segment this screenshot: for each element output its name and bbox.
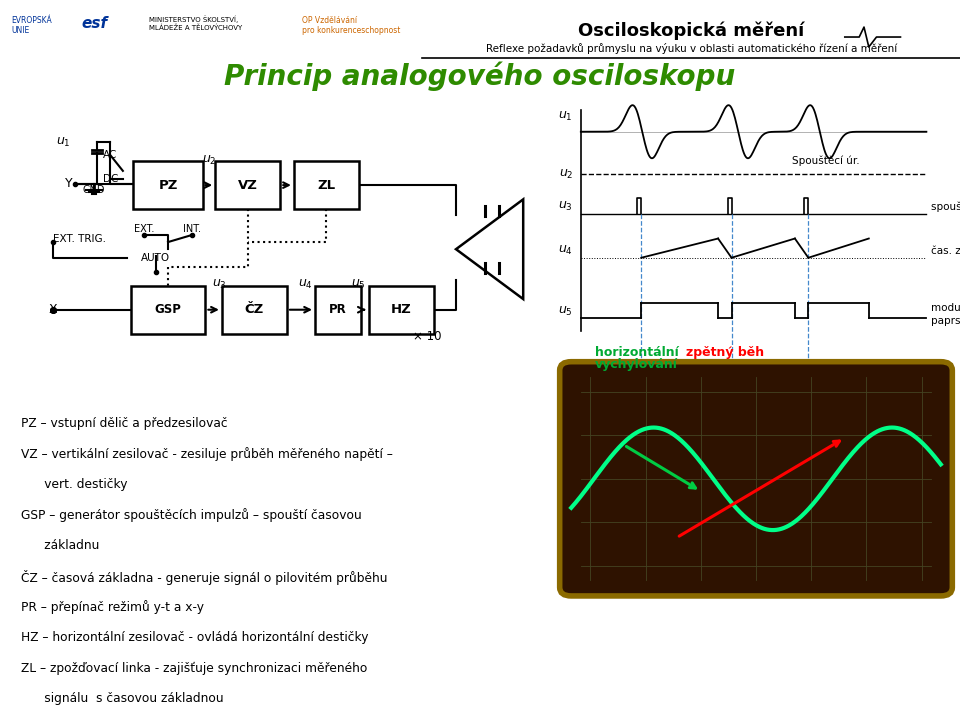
Bar	[131, 286, 205, 334]
Text: AUTO: AUTO	[141, 253, 170, 263]
Text: $u_2$: $u_2$	[202, 154, 217, 167]
Text: PZ – vstupní dělič a předzesilovač: PZ – vstupní dělič a předzesilovač	[21, 417, 228, 429]
Text: ČZ – časová základna - generuje signál o pilovitém průběhu: ČZ – časová základna - generuje signál o…	[21, 570, 388, 585]
Text: základnu: základnu	[21, 539, 100, 552]
Text: EXT. TRIG.: EXT. TRIG.	[53, 234, 106, 244]
Text: vychylování: vychylování	[595, 358, 678, 371]
Text: $u_4$: $u_4$	[558, 244, 573, 257]
Text: $u_3$: $u_3$	[559, 200, 573, 213]
Text: $u_5$: $u_5$	[350, 278, 366, 291]
Bar	[369, 286, 434, 334]
Text: ZL – zpožďovací linka - zajišťuje synchronizaci měřeného: ZL – zpožďovací linka - zajišťuje synchr…	[21, 661, 368, 674]
Text: × 10: × 10	[413, 330, 442, 343]
Text: Reflexe požadavků průmyslu na výuku v oblasti automatického řízení a měření: Reflexe požadavků průmyslu na výuku v ob…	[486, 43, 897, 54]
Text: HZ – horizontální zesilovač - ovládá horizontální destičky: HZ – horizontální zesilovač - ovládá hor…	[21, 631, 369, 644]
Text: X: X	[49, 303, 57, 316]
Text: OP Vzdělávání
pro konkurenceschopnost: OP Vzdělávání pro konkurenceschopnost	[302, 16, 400, 35]
Text: GSP: GSP	[155, 303, 181, 316]
Text: ZL: ZL	[318, 179, 335, 192]
Text: signálu  s časovou základnou: signálu s časovou základnou	[21, 692, 224, 705]
Bar	[133, 161, 203, 209]
Text: GSP – generátor spouštěcích impulzů – spouští časovou: GSP – generátor spouštěcích impulzů – sp…	[21, 508, 362, 523]
Text: $u_4$: $u_4$	[298, 278, 313, 291]
Text: esf: esf	[82, 16, 108, 31]
Text: ČZ: ČZ	[245, 303, 264, 316]
Text: VZ: VZ	[238, 179, 257, 192]
Text: Spouštěcí úr.: Spouštěcí úr.	[792, 155, 859, 166]
FancyBboxPatch shape	[560, 362, 952, 596]
Bar	[222, 286, 287, 334]
Text: HZ: HZ	[391, 303, 412, 316]
Text: VZ – vertikální zesilovač - zesiluje průběh měřeného napětí –: VZ – vertikální zesilovač - zesiluje prů…	[21, 447, 393, 461]
Text: INT.: INT.	[183, 224, 201, 234]
Text: $u_3$: $u_3$	[212, 278, 228, 291]
Text: EVROPSKÁ
UNIE: EVROPSKÁ UNIE	[12, 16, 52, 35]
Text: PR – přepínač režimů y-t a x-y: PR – přepínač režimů y-t a x-y	[21, 600, 204, 614]
Text: GND: GND	[83, 185, 106, 195]
Bar	[315, 286, 361, 334]
Text: Princip analogového osciloskopu: Princip analogového osciloskopu	[225, 61, 735, 91]
Text: čas. základna: čas. základna	[931, 246, 960, 256]
Text: Y: Y	[65, 177, 73, 190]
Text: MINISTERSTVO ŠKOLSTVÍ,
MLÁDEŽE A TĚLOVÝCHOVY: MINISTERSTVO ŠKOLSTVÍ, MLÁDEŽE A TĚLOVÝC…	[149, 16, 242, 31]
Text: zpětný běh: zpětný běh	[686, 346, 764, 359]
Text: $u_1$: $u_1$	[56, 136, 71, 149]
Text: spouštěcí pulzy: spouštěcí pulzy	[931, 201, 960, 211]
Bar	[215, 161, 280, 209]
Text: PZ: PZ	[158, 179, 178, 192]
Text: Osciloskopická měření: Osciloskopická měření	[578, 21, 804, 40]
Text: $u_1$: $u_1$	[559, 110, 573, 122]
Text: $u_2$: $u_2$	[559, 168, 573, 181]
Bar	[294, 161, 359, 209]
Text: EXT.: EXT.	[133, 224, 155, 234]
Text: modulace jasu: modulace jasu	[931, 303, 960, 313]
Text: $u_5$: $u_5$	[559, 305, 573, 318]
Text: DC: DC	[103, 174, 118, 184]
Text: vert. destičky: vert. destičky	[21, 478, 128, 491]
Text: AC: AC	[104, 150, 117, 160]
Text: PR: PR	[329, 303, 347, 316]
Text: paprsku: paprsku	[931, 316, 960, 326]
Text: horizontální: horizontální	[595, 346, 679, 359]
